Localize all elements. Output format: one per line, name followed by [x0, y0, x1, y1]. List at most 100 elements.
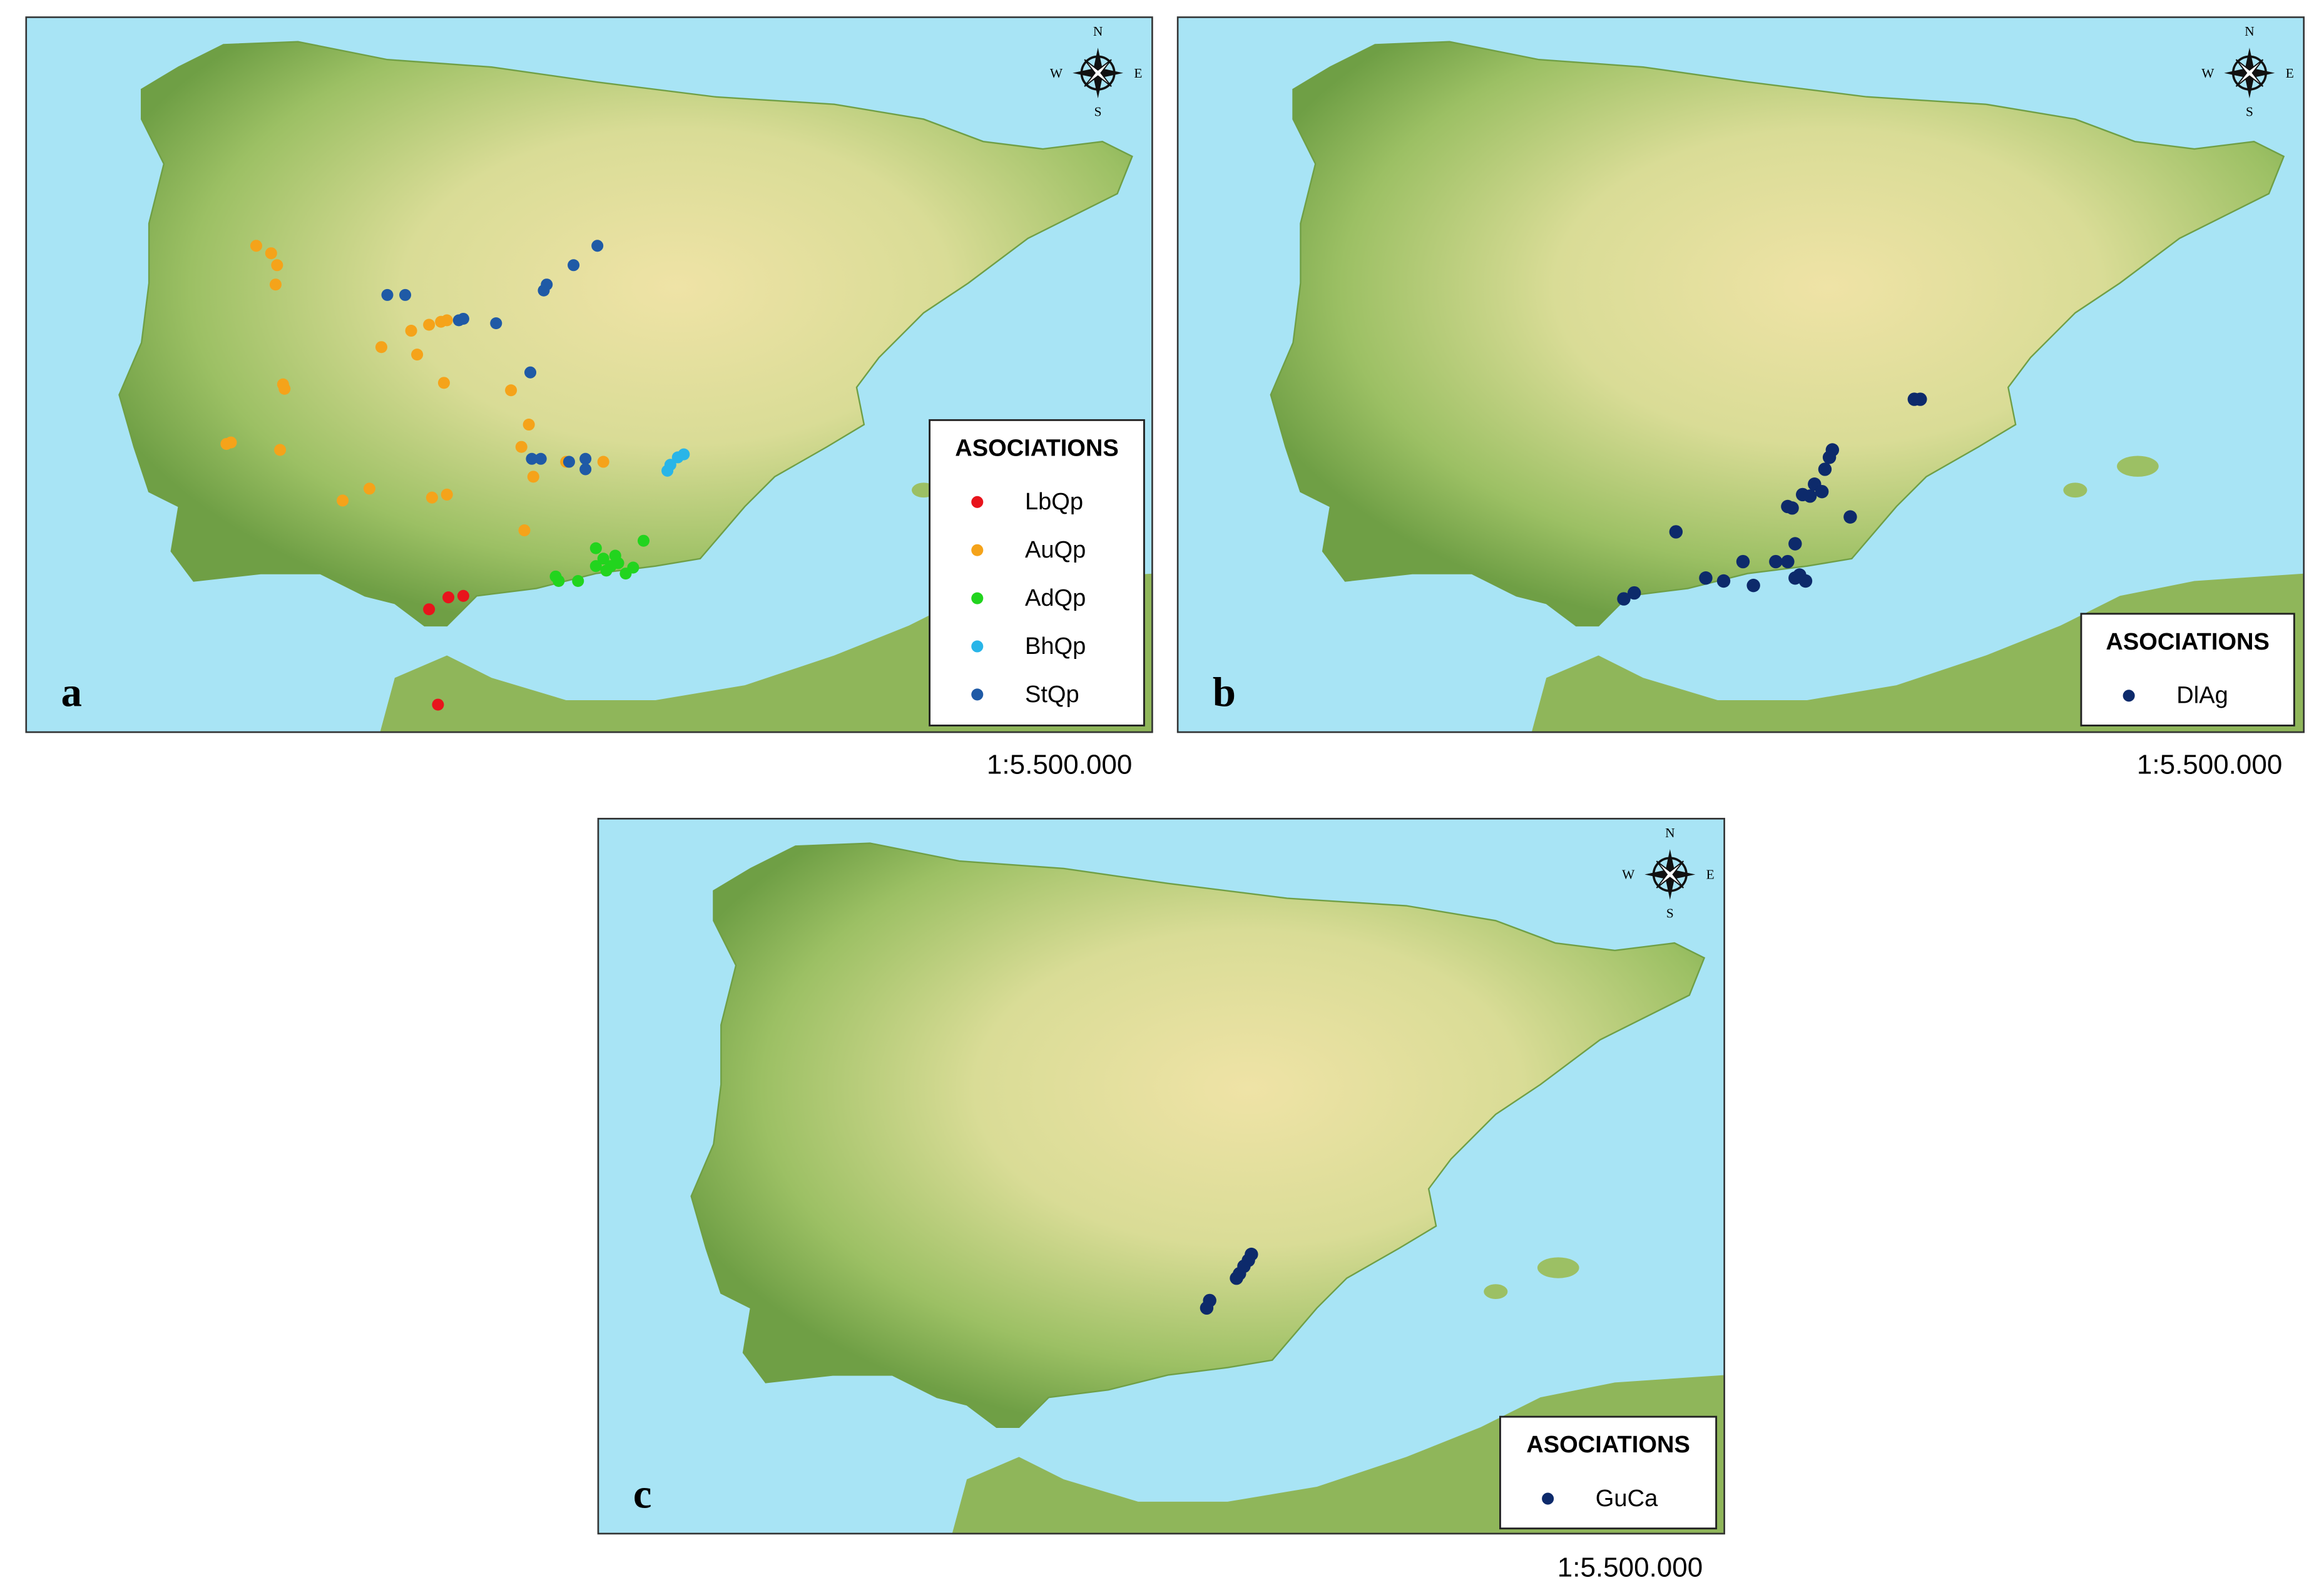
legend-title: ASOCIATIONS: [955, 436, 1119, 462]
occurrence-point: [1669, 525, 1683, 539]
occurrence-point: [278, 382, 291, 395]
occurrence-point: [1716, 574, 1731, 588]
legend-marker: [971, 496, 984, 508]
compass-letter: E: [1706, 867, 1715, 882]
occurrence-point: [1914, 392, 1927, 406]
occurrence-point: [572, 574, 584, 588]
occurrence-point: [627, 561, 640, 574]
occurrence-point: [457, 312, 469, 325]
occurrence-point: [1769, 554, 1783, 569]
occurrence-point: [534, 452, 547, 465]
occurrence-point: [1617, 592, 1631, 606]
occurrence-point: [1793, 568, 1807, 582]
occurrence-point: [1233, 1266, 1246, 1281]
occurrence-point: [442, 591, 455, 604]
occurrence-point: [405, 325, 417, 337]
occurrence-point: [1241, 1253, 1255, 1267]
occurrence-point: [1746, 578, 1760, 593]
legend-marker: [971, 688, 984, 701]
occurrence-point: [381, 288, 394, 301]
occurrence-point: [269, 278, 282, 291]
compass-star: [1656, 860, 1684, 889]
compass-letter: S: [1666, 906, 1674, 921]
occurrence-point: [225, 436, 237, 449]
occurrence-point: [1788, 537, 1802, 551]
compass-star: [2235, 59, 2264, 87]
compass: N S W E: [1050, 24, 1143, 120]
occurrence-point: [522, 418, 535, 431]
legend-marker: [971, 592, 984, 604]
occurrence-point: [457, 589, 469, 602]
legend-label: LbQp: [1025, 489, 1083, 515]
occurrence-point: [1785, 501, 1799, 515]
scale-text: 1:5.500.000: [1557, 1552, 1703, 1583]
legend-label: StQp: [1025, 681, 1079, 708]
occurrence-point: [490, 317, 502, 330]
occurrence-point: [609, 549, 621, 562]
compass-letter: E: [2286, 66, 2294, 81]
compass-letter: N: [2245, 24, 2254, 39]
occurrence-point: [1815, 484, 1829, 499]
compass-letter: S: [1094, 104, 1102, 120]
compass-letter: E: [1134, 66, 1142, 81]
occurrence-point: [505, 384, 517, 397]
occurrence-point: [265, 247, 277, 260]
map-panel: N S W Ec ASOCIATIONS GuCa: [597, 818, 1725, 1535]
occurrence-point: [518, 524, 531, 537]
compass: N S W E: [2201, 24, 2294, 120]
occurrence-point: [637, 534, 650, 547]
occurrence-point: [1803, 489, 1817, 503]
compass-star: [1084, 59, 1112, 87]
occurrence-point: [399, 288, 412, 301]
occurrence-point: [441, 488, 453, 501]
occurrence-point: [1822, 451, 1837, 464]
legend-label: DlAg: [2176, 683, 2228, 709]
occurrence-point: [1699, 571, 1713, 585]
occurrence-point: [541, 278, 553, 291]
compass-letter: W: [1622, 867, 1635, 882]
occurrence-point: [411, 349, 424, 361]
occurrence-point: [363, 482, 375, 495]
compass-letter: W: [2201, 66, 2214, 81]
occurrence-point: [375, 341, 387, 354]
occurrence-point: [250, 240, 263, 252]
occurrence-point: [426, 491, 438, 504]
legend-marker: [971, 640, 984, 653]
occurrence-point: [597, 456, 609, 468]
occurrence-point: [527, 471, 539, 483]
occurrence-point: [579, 463, 592, 476]
occurrence-point: [271, 259, 283, 272]
occurrence-point: [589, 542, 602, 554]
occurrence-point: [591, 240, 604, 252]
occurrence-point: [515, 441, 527, 453]
occurrence-point: [678, 448, 690, 461]
legend-marker: [2123, 690, 2135, 702]
panel-label: a: [61, 670, 82, 715]
map-panel: N S W Ea ASOCIATIONS LbQp AuQp AdQp BhQp StQp: [25, 16, 1153, 733]
compass-letter: W: [1050, 66, 1063, 81]
occurrence-point: [526, 452, 538, 465]
legend-box: [2080, 613, 2295, 726]
occurrence-point: [1843, 510, 1857, 524]
compass-letter: N: [1665, 825, 1674, 840]
occurrence-point: [423, 318, 436, 331]
legend-label: BhQp: [1025, 633, 1086, 660]
panel-label: c: [633, 1471, 652, 1517]
occurrence-point: [600, 564, 613, 577]
compass-letter: N: [1093, 24, 1103, 39]
compass-letter: S: [2246, 104, 2253, 120]
panel-label: b: [1213, 670, 1236, 715]
legend-label: AdQp: [1025, 585, 1086, 611]
occurrence-point: [549, 570, 562, 583]
legend-box: [1499, 1415, 1718, 1530]
map-panel: N S W Eb ASOCIATIONS DlAg: [1176, 16, 2305, 733]
legend-title: ASOCIATIONS: [1526, 1432, 1690, 1458]
legend-box: [929, 419, 1145, 726]
occurrence-point: [274, 444, 287, 456]
occurrence-point: [524, 366, 537, 379]
occurrence-point: [579, 452, 592, 465]
scale-text: 1:5.500.000: [987, 749, 1132, 780]
legend-marker: [1542, 1492, 1554, 1505]
legend-title: ASOCIATIONS: [2106, 629, 2270, 655]
